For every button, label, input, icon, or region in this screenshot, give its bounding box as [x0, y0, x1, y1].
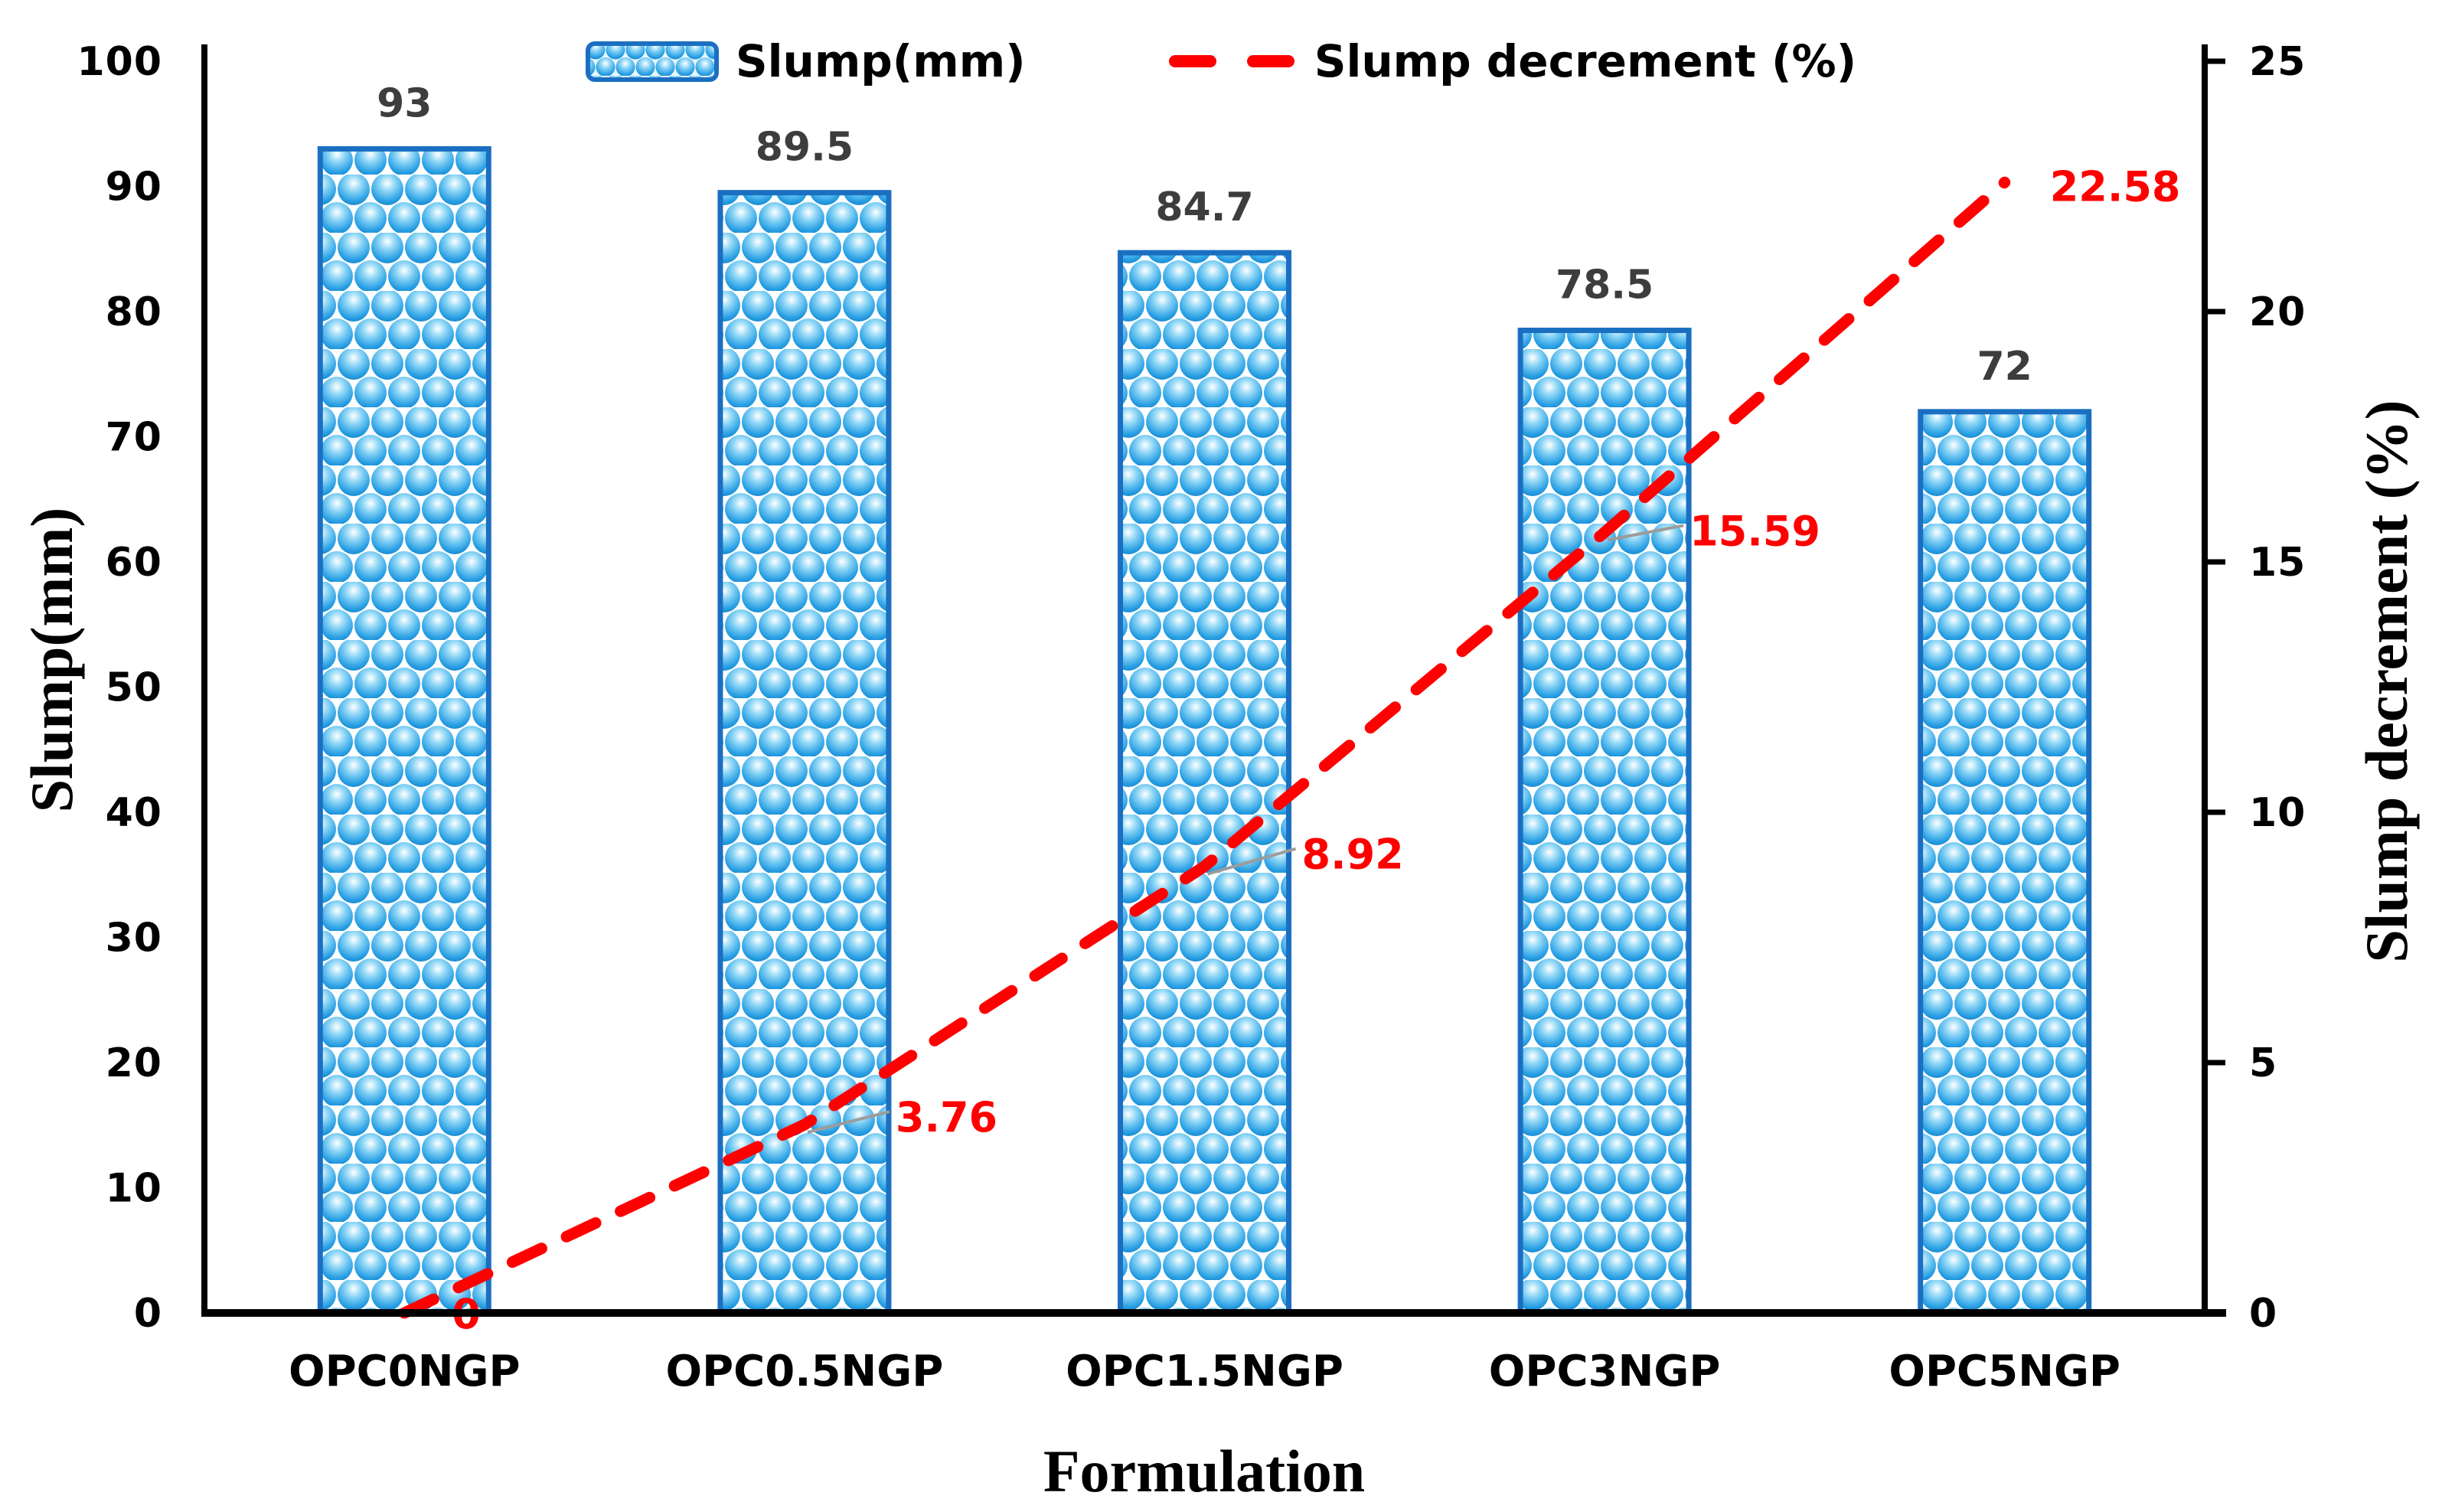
- legend: Slump(mm) Slump decrement (%): [0, 31, 2442, 92]
- left-axis-tick-label: 90: [106, 165, 162, 211]
- right-axis-tick-label: 5: [2249, 1040, 2277, 1086]
- x-axis-title: Formulation: [1043, 1438, 1366, 1504]
- bar-opc3ngp[interactable]: [1517, 328, 1692, 1316]
- line-data-label: 3.76: [896, 1093, 997, 1141]
- left-axis-tick-label: 40: [106, 790, 162, 836]
- right-axis-tick-label: 25: [2249, 39, 2306, 85]
- x-axis-category-label-opc3ngp: OPC3NGP: [1489, 1347, 1721, 1396]
- bar-opc0-5ngp[interactable]: [717, 190, 892, 1316]
- left-axis-tick-label: 0: [134, 1291, 162, 1337]
- bar-data-label: 84.7: [1155, 185, 1253, 230]
- line-data-label: 15.59: [1689, 507, 1820, 555]
- left-axis-tick-label: 60: [106, 540, 162, 586]
- bar-opc1-5ngp[interactable]: [1118, 250, 1291, 1316]
- x-axis-category-label-opc1-5ngp: OPC1.5NGP: [1066, 1347, 1343, 1396]
- left-axis-tick-label: 70: [106, 415, 162, 461]
- bar-data-label: 72: [1977, 344, 2032, 390]
- right-axis-tick-label: 10: [2249, 790, 2306, 836]
- left-axis-tick-label: 20: [106, 1040, 162, 1086]
- bar-opc5ngp[interactable]: [1918, 409, 2092, 1316]
- left-axis-tick-label: 50: [106, 665, 162, 711]
- left-axis-tick-label: 100: [77, 39, 162, 85]
- legend-item-decrement[interactable]: Slump decrement (%): [1167, 35, 1856, 87]
- bar-data-label: 93: [377, 80, 432, 126]
- legend-label-slump: Slump(mm): [735, 35, 1026, 87]
- x-axis-category-label-opc0ngp: OPC0NGP: [289, 1347, 521, 1396]
- right-axis-tick-label: 20: [2249, 289, 2306, 335]
- legend-item-slump[interactable]: Slump(mm): [585, 35, 1026, 87]
- leader-line: [807, 1110, 890, 1135]
- slump-decrement-line[interactable]: [398, 176, 2011, 1319]
- left-axis-tick-label: 80: [106, 289, 162, 335]
- left-axis-tick-label: 30: [106, 916, 162, 962]
- right-axis-tick-label: 0: [2249, 1291, 2277, 1337]
- left-axis-tick-label: 10: [106, 1166, 162, 1212]
- line-series-swatch-icon: [1168, 55, 1294, 67]
- leader-line: [1607, 524, 1684, 542]
- x-axis-category-label-opc5ngp: OPC5NGP: [1889, 1347, 2120, 1396]
- x-axis-category-label-opc0-5ngp: OPC0.5NGP: [665, 1347, 943, 1396]
- line-data-label: 22.58: [2050, 162, 2181, 211]
- bar-data-label: 89.5: [756, 125, 854, 171]
- bar-series-swatch-icon: [585, 41, 719, 82]
- line-data-label: 8.92: [1302, 831, 1404, 879]
- legend-label-decrement: Slump decrement (%): [1314, 35, 1857, 87]
- bar-opc0ngp[interactable]: [317, 145, 491, 1316]
- right-axis-tick-label: 15: [2249, 540, 2306, 586]
- leader-line: [1206, 847, 1297, 876]
- bar-data-label: 78.5: [1556, 263, 1654, 309]
